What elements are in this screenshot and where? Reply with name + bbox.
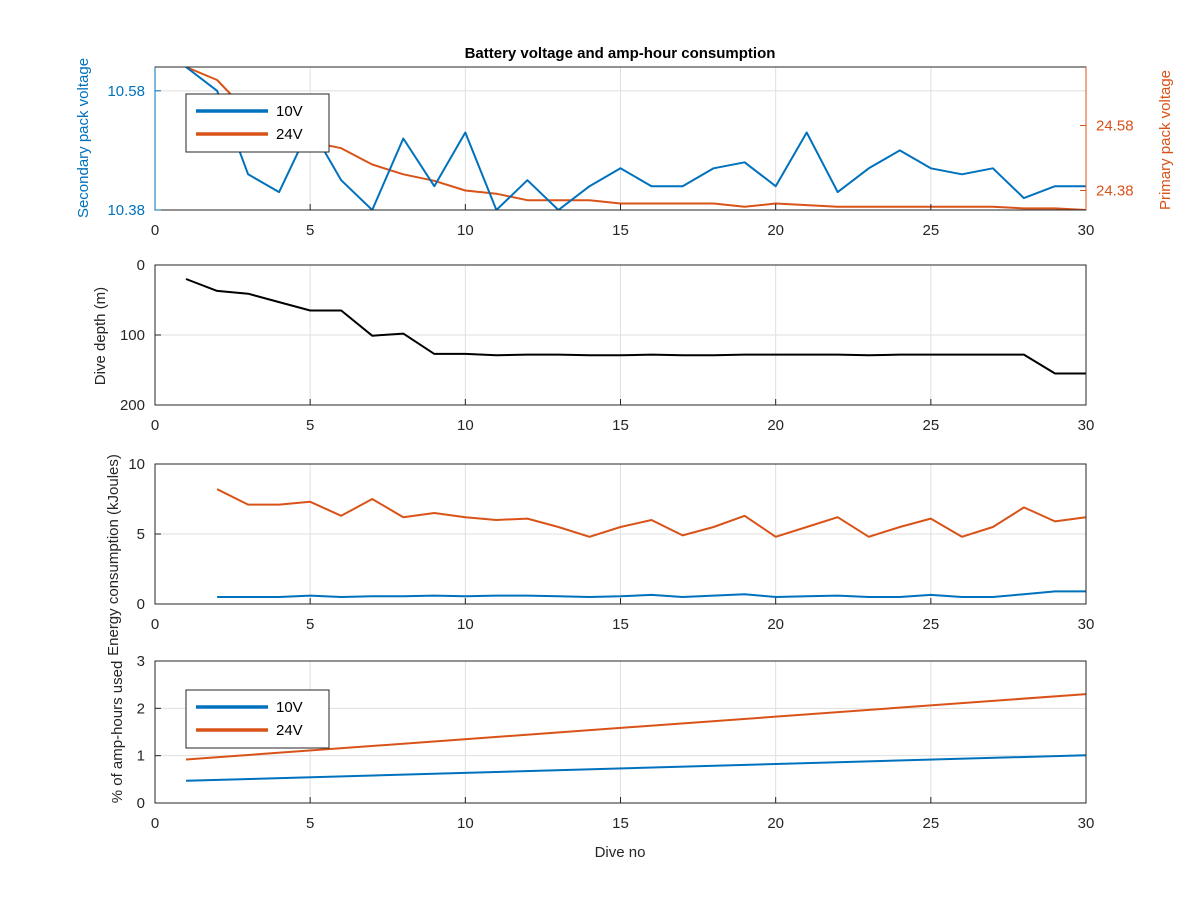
voltage-legend-box (185, 93, 330, 153)
x-axis-label: Dive no (595, 844, 646, 861)
series-line-24V (185, 67, 1086, 210)
panel-voltage: 0 5 10 15 20 25 30 10.38 10.58 24.38 24.58 Battery… (75, 45, 1174, 239)
depth-tick-label-x: 20 (767, 417, 784, 434)
amphours-legend-label-24V: 24V (276, 722, 303, 739)
voltage-tick-label-x: 0 (151, 222, 159, 239)
depth-tick-label-x: 5 (306, 417, 314, 434)
amphours-tick-label-y: 0 (137, 795, 145, 812)
primary-voltage-axis-label: Primary pack voltage (1157, 70, 1174, 210)
panel-energy: 0 5 10 15 20 25 30 0 5 10 Energy consumption (kJo… (105, 454, 1094, 656)
series-line-amphours-10V (185, 754, 1087, 782)
series-line-10V (185, 67, 1086, 210)
voltage-ticks: 0 5 10 15 20 25 30 10.38 10.58 24.38 24.58 (107, 67, 1134, 239)
amphours-axis-label: % of amp-hours used (109, 661, 126, 804)
depth-tick-label-x: 15 (612, 417, 629, 434)
voltage-tick-label-x: 5 (306, 222, 314, 239)
voltage-lines (185, 67, 1086, 210)
panel-amphours: 0 5 10 15 20 25 30 0 1 2 3 % of amp-hours used Div… (109, 653, 1094, 861)
panel-depth: 0 5 10 15 20 25 30 0 100 200 Dive depth (m) (92, 257, 1094, 434)
amphours-tick-label-y: 2 (137, 700, 145, 717)
series-line-energy-blue (217, 590, 1086, 598)
voltage-tick-label-y-right: 24.58 (1096, 118, 1134, 135)
chart-title: Battery voltage and amp-hour consumption (465, 45, 776, 62)
depth-tick-label-x: 30 (1078, 417, 1095, 434)
energy-tick-label-x: 10 (457, 616, 474, 633)
amphours-ticks: 0 5 10 15 20 25 30 0 1 2 3 (137, 653, 1095, 832)
energy-lines (216, 488, 1087, 598)
voltage-tick-label-y: 10.58 (107, 83, 145, 100)
depth-tick-label-y: 100 (120, 327, 145, 344)
series-line-amphours-24V (185, 693, 1087, 761)
depth-tick-label-x: 25 (922, 417, 939, 434)
energy-axis-label: Energy consumption (kJoules) (105, 454, 122, 656)
energy-tick-label-x: 0 (151, 616, 159, 633)
energy-tick-label-y: 0 (137, 596, 145, 613)
amphours-legend-box (185, 689, 330, 749)
voltage-tick-label-x: 20 (767, 222, 784, 239)
amphours-tick-label-y: 3 (137, 653, 145, 670)
amphours-lines (185, 693, 1087, 782)
voltage-tick-label-y-right: 24.38 (1096, 183, 1134, 200)
depth-ticks: 0 5 10 15 20 25 30 0 100 200 (120, 257, 1094, 434)
depth-tick-label-y: 200 (120, 397, 145, 414)
amphours-tick-label-y: 1 (137, 748, 145, 765)
voltage-legend-label-10V: 10V (276, 103, 303, 120)
series-line-energy-orange (216, 488, 1087, 538)
voltage-tick-label-y: 10.38 (107, 202, 145, 219)
voltage-tick-label-x: 25 (922, 222, 939, 239)
depth-tick-label-y: 0 (137, 257, 145, 274)
amphours-tick-label-x: 0 (151, 815, 159, 832)
energy-tick-label-x: 30 (1078, 616, 1095, 633)
energy-tick-label-x: 20 (767, 616, 784, 633)
amphours-legend-label-10V: 10V (276, 699, 303, 716)
voltage-legend-label-24V: 24V (276, 126, 303, 143)
depth-tick-label-x: 0 (151, 417, 159, 434)
depth-axis-label: Dive depth (m) (92, 287, 109, 385)
voltage-tick-label-x: 10 (457, 222, 474, 239)
energy-tick-label-y: 5 (137, 526, 145, 543)
amphours-tick-label-x: 10 (457, 815, 474, 832)
energy-tick-label-y: 10 (128, 456, 145, 473)
energy-ticks: 0 5 10 15 20 25 30 0 5 10 (128, 456, 1094, 633)
amphours-tick-label-x: 25 (922, 815, 939, 832)
energy-tick-label-x: 25 (922, 616, 939, 633)
secondary-voltage-axis-label: Secondary pack voltage (75, 58, 92, 218)
voltage-tick-label-x: 30 (1078, 222, 1095, 239)
series-line-depth (185, 278, 1086, 375)
depth-tick-label-x: 10 (457, 417, 474, 434)
amphours-tick-label-x: 5 (306, 815, 314, 832)
amphours-tick-label-x: 30 (1078, 815, 1095, 832)
energy-tick-label-x: 15 (612, 616, 629, 633)
energy-tick-label-x: 5 (306, 616, 314, 633)
amphours-tick-label-x: 15 (612, 815, 629, 832)
amphours-tick-label-x: 20 (767, 815, 784, 832)
depth-lines (185, 278, 1086, 375)
voltage-tick-label-x: 15 (612, 222, 629, 239)
